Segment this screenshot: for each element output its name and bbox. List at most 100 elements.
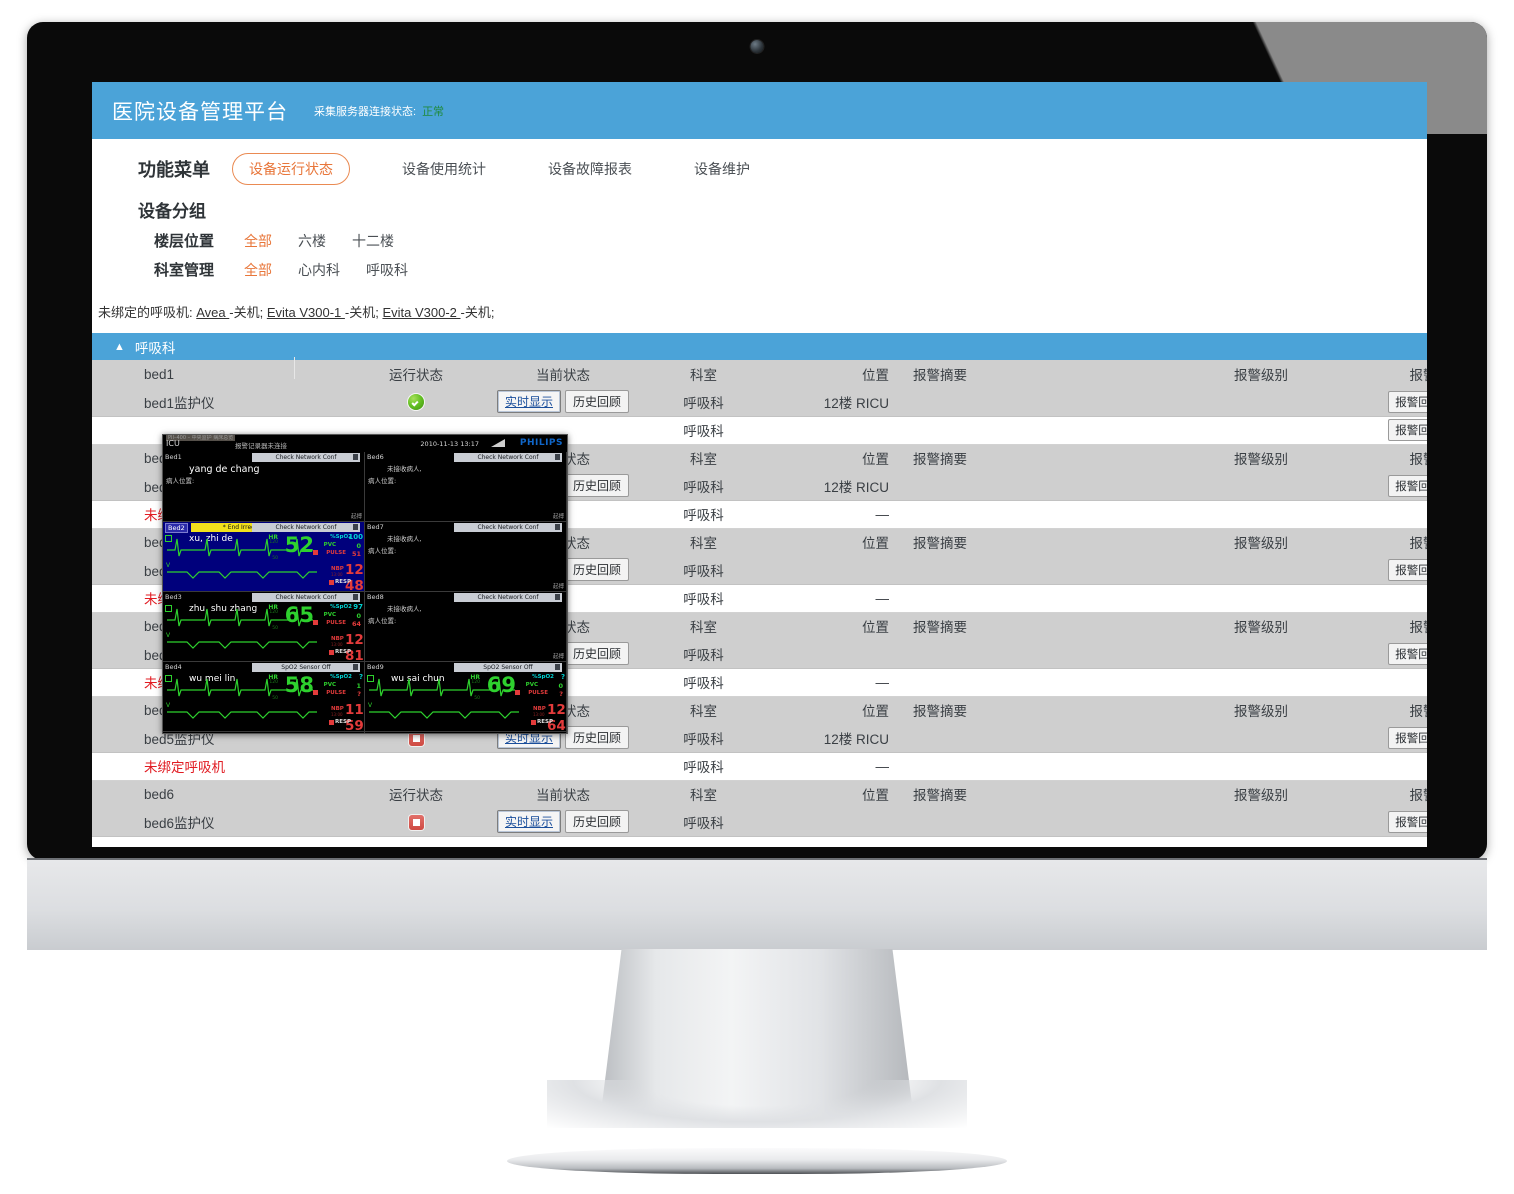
alarm-review-cell [1345, 500, 1427, 529]
tab-device-run-status[interactable]: 设备运行状态 [232, 153, 350, 185]
monitor-network-conf-bar[interactable]: Check Network Conf [454, 593, 562, 602]
monitor-network-conf-bar[interactable]: SpO2 Sensor Off [454, 733, 562, 734]
history-review-button[interactable]: 历史回顾 [565, 810, 630, 834]
alarm-review-24hrs-button[interactable]: 报警回顾(24hrs) [1388, 419, 1427, 441]
location-cell: — [765, 752, 903, 781]
filter-department-option-cardiology[interactable]: 心内科 [298, 261, 340, 278]
unbound-link-evita-v300-2[interactable]: Evita V300-2 [382, 305, 461, 320]
table-row: 未绑定呼吸机 呼吸科— [92, 752, 1427, 781]
live-display-button[interactable]: 实时显示 [496, 810, 561, 834]
history-review-button[interactable]: 历史回顾 [565, 642, 630, 666]
dropdown-arrow-icon [555, 664, 560, 670]
tab-device-usage-stats[interactable]: 设备使用统计 [402, 161, 486, 177]
dropdown-arrow-icon [353, 594, 358, 600]
alarm-summary-cell [903, 388, 1177, 417]
monitor-bed-tile[interactable]: Bed2 * End Irregular HR Check Network Conf… [163, 522, 365, 592]
monitor-bed-tile[interactable]: Bed1 Check Network Conf yang de chang 病人位置:… [163, 452, 365, 522]
nbp-label: NBP [331, 636, 344, 642]
monitor-network-conf-bar[interactable]: SpO2 Sensor Off [454, 663, 562, 672]
pulse-marker-icon [313, 620, 318, 625]
monitor-window-caption: PII–400 – 中央监护 病床总览 [166, 435, 236, 441]
tab-device-fault-report[interactable]: 设备故障报表 [548, 161, 632, 177]
monitor-network-conf-bar[interactable]: Check Network Conf [252, 733, 360, 734]
resp-marker-icon [531, 720, 536, 725]
department-cell: 呼吸科 [642, 808, 765, 837]
alarm-review-24hrs-button[interactable]: 报警回顾(24hrs) [1388, 390, 1427, 413]
history-review-button[interactable]: 历史回顾 [565, 474, 630, 498]
monitor-patient-name: wu mei lin [189, 674, 236, 684]
location-cell: — [765, 584, 903, 613]
header-department: 科室 [690, 788, 717, 804]
monitor-network-conf-bar[interactable]: Check Network Conf [454, 453, 562, 462]
dropdown-arrow-icon [353, 524, 358, 530]
ecg-waveform-icon [167, 678, 313, 697]
history-review-button[interactable]: 历史回顾 [565, 726, 630, 750]
filter-department-option-all[interactable]: 全部 [244, 261, 272, 278]
filter-floor-option-all[interactable]: 全部 [244, 232, 272, 249]
dropdown-arrow-icon [353, 664, 358, 670]
monitor-bed-tile[interactable]: Bed7 Check Network Conf 未接收病人, 病人位置: 起搏 [365, 522, 567, 592]
alarm-review-24hrs-button[interactable]: 报警回顾(24hrs) [1388, 558, 1427, 581]
hr-value: 69 [486, 673, 516, 697]
header-location: 位置 [862, 368, 889, 383]
unbound-ventilators: 未绑定的呼吸机: Avea -关机; Evita V300-1 -关机; Evi… [92, 280, 1427, 321]
monitor-network-conf-bar[interactable]: SpO2 Sensor Off [252, 663, 360, 672]
monitor-bed-tile[interactable]: Bed5Check Network ConfVwang, fangguoHR12… [163, 732, 365, 734]
unbound-state-evita-v300-1: -关机; [344, 305, 379, 320]
alarm-level-cell [1177, 416, 1345, 445]
monitor-network-conf-bar[interactable]: Check Network Conf [454, 523, 562, 532]
pvc-label: PVC [323, 612, 336, 618]
location-cell [765, 416, 903, 445]
monitor-pacer-label: 起搏 [350, 514, 362, 520]
monitor-network-conf-bar[interactable]: Check Network Conf [252, 453, 360, 462]
philips-monitor-overlay[interactable]: PII–400 – 中央监护 病床总览 ICU 报警记录器未连接 2010-11… [162, 434, 568, 734]
dropdown-arrow-icon [555, 524, 560, 530]
filter-floor-option-6f[interactable]: 六楼 [298, 232, 326, 249]
monitor-bed-tile[interactable]: Bed10SpO2 Sensor OffVliu, ke qiangHR1205… [365, 732, 567, 734]
alarm-review-cell [1345, 752, 1427, 781]
webcam-icon [750, 40, 764, 53]
monitor-network-conf-bar[interactable]: Check Network Conf [252, 523, 360, 532]
filter-floor-option-12f[interactable]: 十二楼 [352, 232, 394, 249]
alarm-summary-cell [903, 668, 1177, 697]
monitor-bed-tile[interactable]: Bed8 Check Network Conf 未接收病人, 病人位置: 起搏 [365, 592, 567, 662]
current-status-cell: 实时显示历史回顾 [484, 808, 642, 837]
monitor-chin [27, 860, 1487, 950]
alarm-review-24hrs-button[interactable]: 报警回顾(24hrs) [1388, 642, 1427, 665]
filter-department-option-respiratory[interactable]: 呼吸科 [366, 261, 408, 278]
unbound-link-evita-v300-1[interactable]: Evita V300-1 [266, 305, 345, 320]
history-review-button[interactable]: 历史回顾 [565, 390, 630, 414]
department-cell: 呼吸科 [642, 388, 765, 417]
bed-label: bed1 [144, 366, 175, 382]
nbp-value: 120/ 48( 70) [345, 562, 364, 592]
connection-status-value: 正常 [422, 105, 445, 118]
department-cell: 呼吸科 [642, 724, 765, 753]
department-cell: 呼吸科 [642, 752, 765, 781]
dropdown-arrow-icon [353, 454, 358, 460]
history-review-button[interactable]: 历史回顾 [565, 558, 630, 582]
run-status-cell [348, 808, 484, 837]
department-section-header[interactable]: ▲ 呼吸科 [92, 333, 1427, 360]
alarm-review-24hrs-button[interactable]: 报警回顾(24hrs) [1388, 474, 1427, 497]
monitor-bed-tile[interactable]: Bed6 Check Network Conf 未接收病人, 病人位置: 起搏 [365, 452, 567, 522]
tab-device-maintenance[interactable]: 设备维护 [694, 161, 750, 177]
hr-value: 65 [284, 603, 314, 627]
header-alarm-summary: 报警摘要 [913, 620, 967, 636]
resp-label: RESP [335, 579, 351, 585]
monitor-pacer-label: 起搏 [552, 654, 564, 660]
header-current-status: 当前状态 [536, 788, 590, 804]
unbound-link-avea[interactable]: Avea [196, 305, 230, 320]
filter-floor: 楼层位置 全部 六楼 十二楼 [92, 222, 1427, 251]
pulse-value: 51 [351, 550, 361, 558]
alarm-review-24hrs-button[interactable]: 报警回顾(24hrs) [1388, 726, 1427, 749]
alarm-level-cell [1177, 808, 1345, 837]
monitor-network-conf-bar[interactable]: Check Network Conf [252, 593, 360, 602]
live-display-button[interactable]: 实时显示 [496, 390, 561, 414]
header-alarm-summary: 报警摘要 [913, 536, 967, 552]
header-alarm-review: 报警回顾 [1409, 452, 1428, 468]
alarm-review-24hrs-button[interactable]: 报警回顾(24hrs) [1388, 810, 1427, 833]
